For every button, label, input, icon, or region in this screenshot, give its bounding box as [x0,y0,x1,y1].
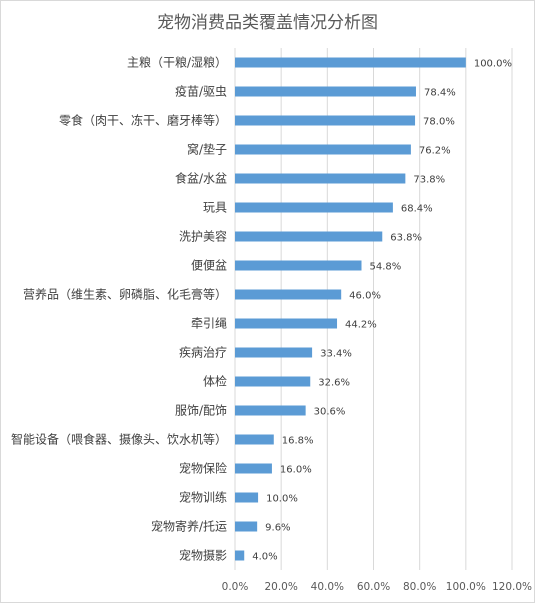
value-label: 78.0% [423,117,455,128]
value-label: 54.8% [369,262,401,273]
bar [235,173,406,184]
category-label: 营养品（维生素、卵磷脂、化毛膏等） [23,287,227,302]
category-label: 玩具 [203,201,227,215]
bar [235,434,274,445]
value-label: 32.6% [318,378,350,389]
value-label: 30.6% [314,407,346,418]
category-label: 服饰/配饰 [175,404,227,418]
value-label: 9.6% [265,523,290,534]
value-label: 16.8% [282,436,314,447]
value-label: 33.4% [320,349,352,360]
value-label: 16.0% [280,465,312,476]
value-label: 100.0% [474,59,512,70]
category-label: 体检 [203,374,227,389]
value-label: 78.4% [424,88,456,99]
bar [235,57,466,68]
bar [235,289,342,300]
chart-title: 宠物消费品类覆盖情况分析图 [157,13,378,33]
value-label: 76.2% [419,146,451,157]
bar [235,347,313,358]
bar [235,550,245,561]
value-label: 68.4% [401,204,433,215]
category-label: 宠物寄养/托运 [151,519,227,534]
bar [235,202,393,213]
category-label: 宠物摄影 [179,548,227,563]
value-label: 46.0% [349,291,381,302]
category-label: 牵引绳 [191,317,227,331]
value-label: 10.0% [266,494,298,505]
x-tick-label: 40.0% [311,581,344,593]
category-label: 疫苗/驱虫 [175,84,227,99]
value-label: 4.0% [252,552,277,563]
bar [235,405,306,416]
x-tick-label: 120.0% [492,581,532,593]
category-label: 智能设备（喂食器、摄像头、饮水机等） [11,432,227,447]
category-label: 主粮（干粮/湿粮） [127,55,227,70]
bar [235,86,416,97]
category-label: 便便盆 [191,259,227,273]
category-label: 窝/垫子 [187,142,227,157]
x-tick-label: 60.0% [357,581,390,593]
x-tick-label: 0.0% [222,581,249,593]
category-label: 疾病治疗 [179,345,227,360]
bar [235,231,383,242]
bar [235,463,272,474]
category-label: 宠物保险 [179,461,227,476]
bar [235,521,258,532]
x-tick-label: 80.0% [403,581,436,593]
category-label: 宠物训练 [179,490,227,505]
bar [235,115,416,126]
category-label: 食盆/水盆 [175,171,227,186]
value-label: 44.2% [345,320,377,331]
bar [235,144,411,155]
x-tick-label: 100.0% [446,581,486,593]
value-label: 73.8% [413,175,445,186]
bar [235,260,362,271]
x-tick-label: 20.0% [264,581,297,593]
bar [235,318,338,329]
bar [235,376,311,387]
bar [235,492,259,503]
category-label: 零食（肉干、冻干、磨牙棒等） [59,113,227,128]
category-label: 洗护美容 [179,229,227,244]
value-label: 63.8% [390,233,422,244]
